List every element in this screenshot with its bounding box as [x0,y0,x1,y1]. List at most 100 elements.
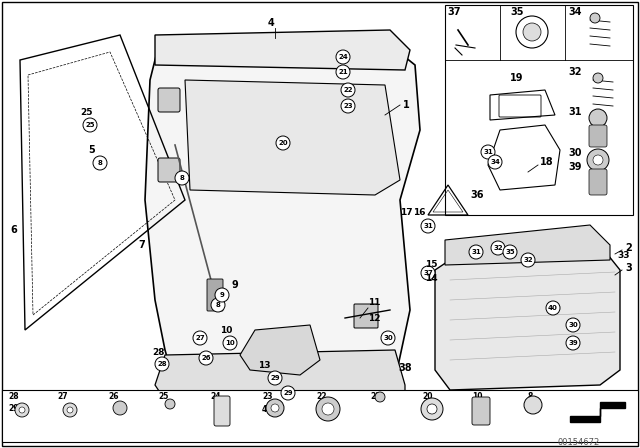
Circle shape [211,298,225,312]
FancyBboxPatch shape [158,88,180,112]
Circle shape [523,23,541,41]
Text: 5: 5 [88,145,95,155]
FancyBboxPatch shape [589,169,607,195]
Text: 28: 28 [8,392,19,401]
Circle shape [469,245,483,259]
Circle shape [266,399,284,417]
Text: 6: 6 [10,225,17,235]
Text: 29: 29 [270,375,280,381]
Circle shape [165,399,175,409]
Circle shape [268,371,282,385]
Text: 29: 29 [283,390,293,396]
Circle shape [281,386,295,400]
Text: 20: 20 [278,140,288,146]
Text: 32: 32 [493,245,503,251]
Text: 23: 23 [262,392,273,401]
Circle shape [215,288,229,302]
Circle shape [375,392,385,402]
Circle shape [15,403,29,417]
FancyBboxPatch shape [354,304,378,328]
Text: 8: 8 [528,392,533,401]
Text: 25: 25 [158,392,168,401]
Text: 32: 32 [568,67,582,77]
Circle shape [63,403,77,417]
Text: 9: 9 [220,292,225,298]
Text: 18: 18 [540,157,554,167]
Circle shape [223,336,237,350]
Circle shape [491,241,505,255]
Circle shape [341,99,355,113]
Circle shape [83,118,97,132]
Text: 35: 35 [510,7,524,17]
Circle shape [488,155,502,169]
Text: 24: 24 [210,392,221,401]
Text: 13: 13 [258,361,271,370]
Text: 12: 12 [368,314,381,323]
FancyBboxPatch shape [589,125,607,147]
Circle shape [322,403,334,415]
Circle shape [113,401,127,415]
FancyBboxPatch shape [207,279,223,311]
Text: 30: 30 [568,148,582,158]
Text: 31: 31 [568,107,582,117]
Text: 15: 15 [425,259,438,268]
Text: 21: 21 [370,392,381,401]
Circle shape [566,318,580,332]
Text: 10: 10 [220,326,232,335]
Circle shape [336,50,350,64]
Circle shape [199,351,213,365]
Text: 25: 25 [80,108,93,116]
Text: 31: 31 [471,249,481,255]
Text: 37: 37 [423,270,433,276]
Text: 24: 24 [338,54,348,60]
Circle shape [381,331,395,345]
Text: 31: 31 [423,223,433,229]
Circle shape [566,336,580,350]
Circle shape [341,83,355,97]
Circle shape [503,245,517,259]
FancyBboxPatch shape [214,396,230,426]
Text: 29: 29 [8,404,19,413]
Circle shape [593,155,603,165]
Text: 23: 23 [343,103,353,109]
Circle shape [421,266,435,280]
Circle shape [19,407,25,413]
Text: 9: 9 [232,280,239,290]
Circle shape [587,149,609,171]
Circle shape [481,145,495,159]
Text: 33: 33 [617,250,630,259]
Polygon shape [240,325,320,375]
Circle shape [93,156,107,170]
Text: 22: 22 [343,87,353,93]
Text: 14: 14 [425,273,438,283]
Circle shape [271,404,279,412]
Polygon shape [435,245,620,390]
Text: 28: 28 [152,348,164,357]
Text: 00154672: 00154672 [558,438,600,447]
Bar [2,390,638,442]
Text: 17: 17 [400,207,413,216]
Circle shape [316,397,340,421]
Text: 10: 10 [472,392,483,401]
Text: 26: 26 [108,392,118,401]
Text: 27: 27 [57,392,68,401]
Circle shape [427,404,437,414]
Text: 34: 34 [490,159,500,165]
Text: 8: 8 [97,160,102,166]
Polygon shape [155,30,410,70]
Circle shape [193,331,207,345]
Text: 16: 16 [413,207,426,216]
Text: 39: 39 [568,340,578,346]
Text: 35: 35 [505,249,515,255]
Circle shape [521,253,535,267]
Circle shape [155,357,169,371]
Text: 22: 22 [316,392,326,401]
Circle shape [589,109,607,127]
Text: 2: 2 [625,243,632,253]
Polygon shape [445,225,610,265]
Polygon shape [185,80,400,195]
Text: 40: 40 [262,405,273,414]
Circle shape [421,398,443,420]
Text: 38: 38 [398,363,412,373]
Text: 8: 8 [180,175,184,181]
